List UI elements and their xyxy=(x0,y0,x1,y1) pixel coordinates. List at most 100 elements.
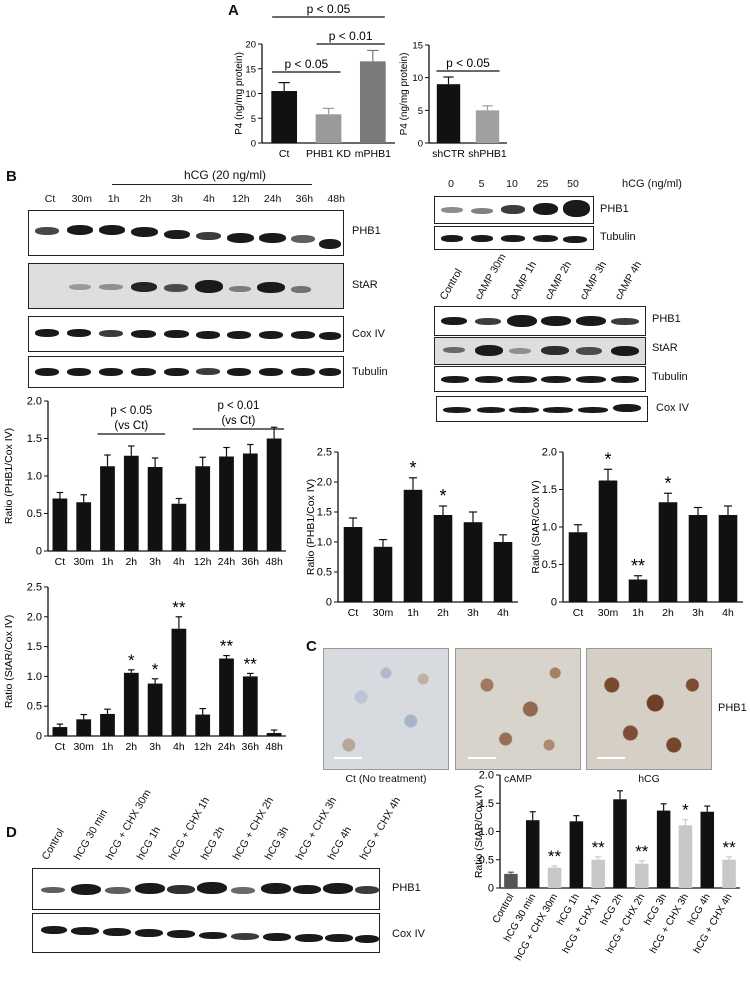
significance-star: ** xyxy=(548,847,562,866)
significance-label: p < 0.01 xyxy=(329,29,373,43)
significance-star: ** xyxy=(220,637,234,656)
significance-star: ** xyxy=(244,654,258,673)
x-tick-label: shPHB1 xyxy=(468,148,507,160)
bar xyxy=(242,676,258,736)
y-tick-label: 0 xyxy=(326,597,332,609)
blot-b-time-tubulin xyxy=(28,356,344,388)
y-tick-label: 1.0 xyxy=(27,471,42,483)
x-tick-label: 36h xyxy=(242,741,260,753)
bar xyxy=(343,527,363,602)
significance-star: * xyxy=(128,651,135,670)
bar xyxy=(76,719,92,736)
significance-label: (vs Ct) xyxy=(221,415,255,427)
lane-label: cAMP 3h xyxy=(577,259,610,302)
blot-b-camp-label-coxiv: Cox IV xyxy=(656,402,690,414)
bar xyxy=(700,811,715,888)
y-tick-label: 0.5 xyxy=(479,854,494,866)
significance-label: (vs Ct) xyxy=(114,420,148,432)
bar xyxy=(656,810,671,888)
y-axis-title: P4 (ng/mg protein) xyxy=(399,53,410,136)
bar xyxy=(147,683,163,736)
x-tick-label: 2h xyxy=(662,607,674,619)
significance-star: ** xyxy=(722,838,736,857)
y-tick-label: 2.0 xyxy=(317,477,332,489)
micrograph-ct xyxy=(323,648,449,770)
bar xyxy=(635,863,649,888)
x-tick-label: 4h xyxy=(173,556,185,567)
y-tick-label: 1.0 xyxy=(27,671,42,683)
blot-b-time-header-line xyxy=(112,184,312,185)
y-tick-label: 2.5 xyxy=(27,582,42,594)
y-tick-label: 2.0 xyxy=(542,447,557,459)
y-axis-title: Ratio (StAR/Cox IV) xyxy=(530,480,542,573)
y-tick-label: 15 xyxy=(412,41,423,52)
panel-letter-a: A xyxy=(228,2,239,19)
y-tick-label: 0 xyxy=(36,546,42,558)
blot-b-time-label-tubulin: Tubulin xyxy=(352,366,388,378)
y-tick-label: 0.5 xyxy=(542,559,557,571)
y-axis-title: Ratio (StAR/Cox IV) xyxy=(3,615,15,708)
x-tick-label: 24h xyxy=(218,556,236,567)
bar xyxy=(718,515,738,602)
lane-label: 10 xyxy=(506,178,518,190)
bar xyxy=(569,821,584,888)
micrograph-label-phb1: PHB1 xyxy=(718,702,747,714)
y-tick-label: 2.0 xyxy=(479,770,494,782)
y-tick-label: 1.0 xyxy=(542,522,557,534)
bar xyxy=(688,515,708,602)
bar xyxy=(373,546,393,602)
bar xyxy=(52,727,68,736)
bar xyxy=(242,453,258,551)
bar xyxy=(171,503,187,551)
blot-b-camp-coxiv xyxy=(436,396,648,422)
y-tick-label: 10 xyxy=(245,89,256,100)
y-tick-label: 20 xyxy=(245,40,256,51)
x-tick-label: 2h xyxy=(437,607,449,619)
blot-b-time-star xyxy=(28,263,344,309)
x-tick-label: 4h xyxy=(497,607,509,619)
panel-letter-d: D xyxy=(6,824,17,841)
blot-b-camp-label-star: StAR xyxy=(652,342,678,354)
bar xyxy=(463,522,483,602)
lane-label: 30m xyxy=(71,193,93,205)
x-tick-label: 12h xyxy=(194,741,212,753)
bar xyxy=(598,480,618,602)
x-tick-label: mPHB1 xyxy=(355,148,391,160)
bar xyxy=(195,714,211,736)
blot-b-time-label-phb1: PHB1 xyxy=(352,225,381,237)
y-tick-label: 2.0 xyxy=(27,396,42,408)
blot-b-time-label-star: StAR xyxy=(352,279,378,291)
y-tick-label: 10 xyxy=(412,73,423,84)
y-tick-label: 15 xyxy=(245,64,256,75)
micrograph-caption-camp: cAMP xyxy=(503,773,532,785)
significance-star: * xyxy=(409,458,416,478)
bar xyxy=(613,799,627,888)
x-tick-label: Ct xyxy=(279,148,290,160)
lane-label: 1h xyxy=(107,193,120,205)
x-tick-label: 2h xyxy=(125,556,137,567)
scale-bar xyxy=(334,757,362,759)
bar xyxy=(100,713,115,736)
scale-bar xyxy=(468,757,496,759)
bar xyxy=(403,489,423,602)
y-tick-label: 1.5 xyxy=(479,798,494,810)
bar xyxy=(219,456,234,551)
x-tick-label: Ct xyxy=(573,607,584,619)
x-tick-label: Ct xyxy=(348,607,359,619)
blot-b-time-label-coxiv: Cox IV xyxy=(352,328,386,340)
y-tick-label: 5 xyxy=(418,106,423,117)
blot-d-coxiv xyxy=(32,913,380,953)
chart-b-phb1-time: 0 0.5 1.0 1.5 2.0 Ratio (PHB1/Cox IV) Ct 30m 1h 2… xyxy=(3,396,286,567)
x-tick-label: 24h xyxy=(218,741,236,753)
y-axis-title: P4 (ng/mg protein) xyxy=(234,52,245,135)
bar xyxy=(52,498,68,551)
micrograph-hcg xyxy=(586,648,712,770)
lane-label: hCG 2h xyxy=(198,824,228,862)
significance-star: * xyxy=(152,660,159,679)
x-tick-label: 3h xyxy=(467,607,479,619)
x-tick-label: 48h xyxy=(265,556,283,567)
bar xyxy=(547,867,562,888)
x-tick-label: shCTR xyxy=(432,148,465,160)
micrograph-caption-hcg: hCG xyxy=(638,773,660,785)
